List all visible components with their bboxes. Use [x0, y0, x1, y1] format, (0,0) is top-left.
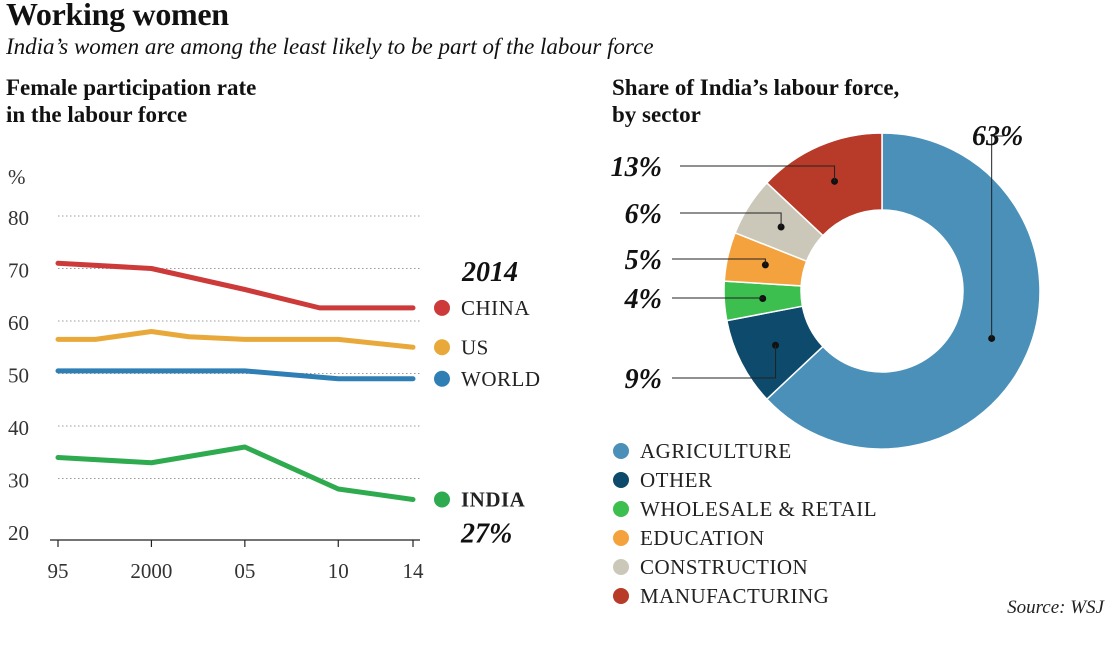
donut-legend-dot-manufacturing: [613, 588, 629, 604]
y-tick-40: 40: [8, 416, 29, 440]
callout-line-other: [672, 345, 777, 379]
callout-line-wholesale-retail: [672, 297, 764, 299]
donut-legend-dot-education: [613, 530, 629, 546]
callout-line-education: [672, 258, 766, 265]
donut-legend-label-manufacturing: MANUFACTURING: [640, 584, 829, 608]
legend-dot-us: [434, 339, 450, 356]
donut-legend-dot-construction: [613, 559, 629, 575]
callout-line-manufacturing: [680, 165, 836, 182]
donut-legend-label-agriculture: AGRICULTURE: [640, 439, 792, 463]
slice-label-construction: 6%: [625, 199, 662, 230]
chart-subtitle: India’s women are among the least likely…: [6, 34, 654, 59]
series-line-world: [55, 368, 416, 382]
callout-line-agriculture: [991, 135, 1004, 339]
donut-legend-dot-wholesale-retail: [613, 501, 629, 517]
callout-line-construction: [680, 212, 782, 227]
slice-label-education: 5%: [625, 245, 662, 276]
slice-label-agriculture: 63%: [972, 121, 1023, 152]
donut-slice-agriculture: [765, 132, 1041, 450]
x-tick-14: 14: [403, 559, 425, 583]
slice-label-other: 9%: [625, 364, 662, 395]
y-axis-unit: %: [8, 165, 26, 189]
value-label-india: 27%: [460, 519, 512, 550]
chart-title: Working women: [6, 0, 229, 32]
slice-label-manufacturing: 13%: [611, 152, 662, 183]
line-chart-title-line-1: Female participation rate: [6, 75, 257, 100]
y-tick-50: 50: [8, 363, 29, 387]
y-tick-70: 70: [8, 258, 29, 282]
donut-legend-label-wholesale-retail: WHOLESALE & RETAIL: [640, 497, 877, 521]
donut-chart-title: Share of India’s labour force, by sector: [612, 74, 899, 128]
line-chart-title-line-2: in the labour force: [6, 102, 188, 127]
donut-legend-label-other: OTHER: [640, 468, 713, 492]
legend-dot-china: [434, 299, 450, 316]
slice-label-wholesale-retail: 4%: [624, 284, 662, 315]
legend-label-india: INDIA: [461, 488, 526, 512]
legend-label-china: CHINA: [461, 296, 530, 320]
x-tick-10: 10: [328, 559, 349, 583]
y-tick-30: 30: [8, 468, 29, 492]
donut-legend-label-construction: CONSTRUCTION: [640, 555, 808, 579]
line-chart-title: Female participation rate in the labour …: [6, 74, 256, 128]
legend-label-world: WORLD: [461, 367, 541, 391]
x-tick-2000: 2000: [130, 559, 172, 583]
y-tick-80: 80: [8, 206, 29, 230]
legend-label-us: US: [461, 335, 489, 359]
x-tick-05: 05: [234, 559, 255, 583]
series-line-china: [55, 260, 416, 311]
y-tick-60: 60: [8, 311, 29, 335]
donut-slice-manufacturing: [765, 132, 883, 237]
source-note: Source: WSJ: [1007, 597, 1104, 618]
x-tick-95: 95: [48, 559, 69, 583]
donut-legend-label-education: EDUCATION: [640, 526, 765, 550]
legend-dot-india: [434, 491, 450, 508]
donut-chart-title-line-2: by sector: [612, 102, 701, 127]
series-line-india: [55, 444, 416, 502]
legend-title-2014: 2014: [461, 257, 518, 288]
series-line-us: [55, 329, 416, 350]
legend-dot-world: [434, 370, 450, 387]
donut-chart-title-line-1: Share of India’s labour force,: [612, 75, 900, 100]
donut-legend-dot-agriculture: [613, 443, 629, 459]
y-tick-20: 20: [8, 521, 29, 545]
donut-legend-dot-other: [613, 472, 629, 488]
